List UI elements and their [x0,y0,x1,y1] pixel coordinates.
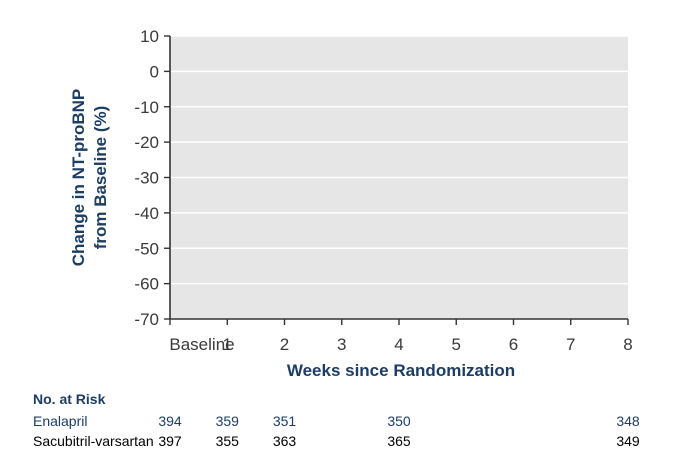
risk-row-label: Enalapril [33,413,87,429]
x-tick-label: 7 [566,335,575,354]
risk-count: 394 [158,413,182,429]
risk-count: 348 [616,413,640,429]
x-tick-label: 5 [452,335,461,354]
risk-count: 350 [387,413,411,429]
risk-count: 355 [216,433,240,449]
y-tick-label: -50 [134,239,159,258]
y-tick-label: 0 [150,62,159,81]
y-axis-title: Change in NT-proBNP from Baseline (%) [69,89,110,267]
y-axis-title-line: from Baseline (%) [91,106,110,250]
x-tick-label: 1 [223,335,232,354]
y-tick-label: -40 [134,204,159,223]
risk-table: Enalapril 394 359 351 350 348 Sacubitril-varsa… [33,413,640,449]
risk-count: 351 [273,413,297,429]
x-tick-label: 4 [394,335,403,354]
gridlines [170,35,628,285]
x-tick-label: 2 [280,335,289,354]
risk-count: 363 [273,433,297,449]
risk-row-label: Sacubitril-varsartan [33,433,154,449]
y-axis-ticks: 10 0 -10 -20 -30 -40 -50 -60 -70 [134,27,170,329]
risk-count: 365 [387,433,411,449]
y-tick-label: -30 [134,169,159,188]
y-tick-label: 10 [140,27,159,46]
x-tick-label: Baseline [169,335,234,354]
risk-count: 359 [216,413,240,429]
y-tick-label: -20 [134,133,159,152]
x-tick-label: 8 [623,335,632,354]
y-tick-label: -10 [134,98,159,117]
x-axis-title: Weeks since Randomization [287,361,515,380]
risk-table-title: No. at Risk [33,391,106,407]
y-tick-label: -70 [134,310,159,329]
y-axis-title-line: Change in NT-proBNP [69,89,88,267]
risk-count: 349 [616,433,640,449]
y-tick-label: -60 [134,275,159,294]
risk-count: 397 [158,433,182,449]
x-tick-label: 3 [337,335,346,354]
x-tick-label: 6 [509,335,518,354]
